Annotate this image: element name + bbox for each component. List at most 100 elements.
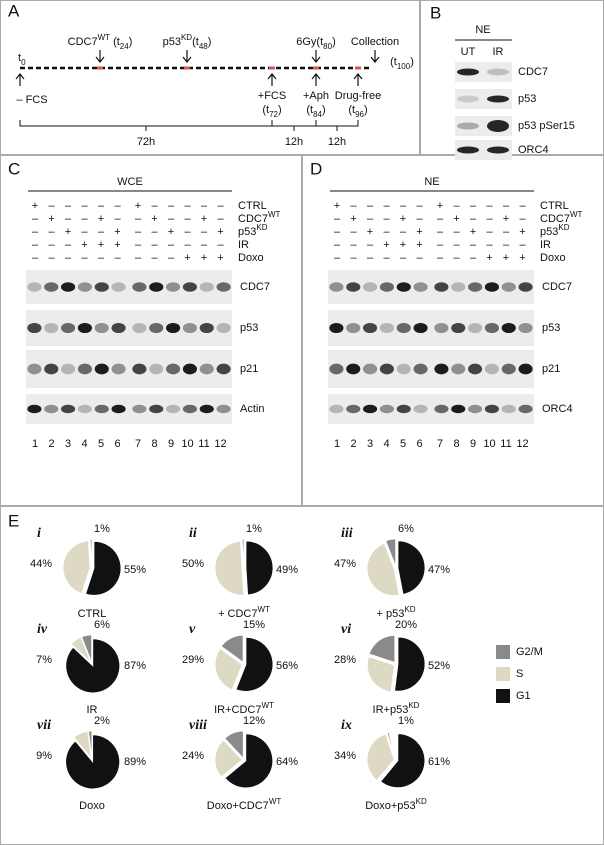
event-label: Drug-free (335, 90, 381, 102)
sign: – (168, 252, 175, 264)
band (44, 282, 59, 292)
row-label: ORC4 (518, 144, 549, 156)
blot (455, 62, 512, 82)
band (501, 363, 516, 375)
pie-slice (366, 733, 395, 781)
sign: – (470, 239, 477, 251)
text-span: 48 (199, 42, 208, 51)
sign: + (519, 226, 525, 238)
sign: + (519, 252, 525, 264)
text-span: KD (404, 605, 415, 614)
sign: – (65, 252, 72, 264)
duration-label: 12h (328, 136, 346, 148)
panel-label: C (8, 159, 20, 178)
band (182, 322, 197, 334)
value-label: 9% (36, 750, 52, 762)
pie-slice (235, 636, 274, 692)
sign: – (81, 252, 88, 264)
legend-swatch (496, 645, 510, 659)
band (487, 146, 509, 154)
text-span: ) (208, 36, 212, 48)
lane-number: 3 (367, 438, 373, 450)
value-label: 1% (246, 523, 262, 535)
band (199, 282, 214, 292)
pie-slice (368, 634, 396, 663)
band (111, 404, 126, 414)
lane-number: 5 (400, 438, 406, 450)
sign: – (486, 200, 493, 212)
sign: + (453, 213, 459, 225)
pie-slice (88, 730, 93, 759)
sign: – (503, 226, 510, 238)
value-label: 28% (334, 654, 356, 666)
sign: + (217, 252, 223, 264)
panel-label: A (8, 1, 20, 20)
sign: – (470, 200, 477, 212)
sign: – (81, 200, 88, 212)
band (434, 404, 449, 414)
lane-number: 9 (168, 438, 174, 450)
sign: – (400, 252, 407, 264)
band (77, 363, 92, 375)
sign: + (400, 239, 406, 251)
band (216, 282, 231, 292)
value-label: 6% (398, 523, 414, 535)
sign: – (48, 200, 55, 212)
event-label: +FCS (258, 90, 286, 102)
value-label: 49% (276, 564, 298, 576)
band (111, 363, 126, 375)
sign: – (114, 200, 121, 212)
band (216, 404, 231, 414)
text-span: + p53 (377, 608, 405, 620)
band (61, 404, 76, 414)
band (61, 322, 76, 334)
pie-slice (65, 638, 121, 694)
pie-slice (70, 636, 92, 663)
bracket (272, 120, 317, 131)
header: NE (424, 176, 439, 188)
blot-label: p21 (240, 363, 258, 375)
text-span: WT (98, 33, 111, 42)
sign: – (201, 226, 208, 238)
blot-label: Actin (240, 403, 264, 415)
blot-label: CDC7 (240, 281, 270, 293)
band (379, 363, 394, 375)
condition-label: IR (238, 239, 249, 251)
lane-number: 2 (48, 438, 54, 450)
band (346, 322, 361, 334)
band (457, 122, 479, 130)
value-label: 1% (94, 523, 110, 535)
row-label: p53 (518, 93, 536, 105)
legend-label: G2/M (516, 646, 543, 658)
band (518, 363, 533, 375)
text-span: CTRL (540, 200, 569, 212)
sign: – (151, 239, 158, 251)
text-span: WT (268, 210, 281, 219)
time-label: (t100) (390, 56, 414, 71)
sign: + (114, 226, 120, 238)
band (451, 322, 466, 334)
band (363, 363, 378, 375)
text-span: KD (181, 33, 192, 42)
sign: – (470, 213, 477, 225)
text-span: IR (238, 239, 249, 251)
arrow (182, 50, 192, 63)
text-span: t (18, 52, 21, 64)
pie-slice (214, 739, 243, 778)
pie-caption: + CDC7WT (218, 605, 270, 620)
text-span: (t (390, 56, 397, 68)
arrow (15, 73, 25, 86)
band (413, 363, 428, 375)
panel-label: D (310, 159, 322, 178)
sign: – (81, 226, 88, 238)
text-span: IR+p53 (373, 704, 409, 716)
band (61, 282, 76, 292)
lane-number: 5 (98, 438, 104, 450)
sign: – (217, 239, 224, 251)
panel-label: B (430, 3, 441, 22)
sign: – (135, 239, 142, 251)
text-span: (t (110, 36, 120, 48)
pie-slice (397, 540, 426, 595)
blot-label: p21 (542, 363, 560, 375)
text-span: ) (322, 104, 326, 116)
